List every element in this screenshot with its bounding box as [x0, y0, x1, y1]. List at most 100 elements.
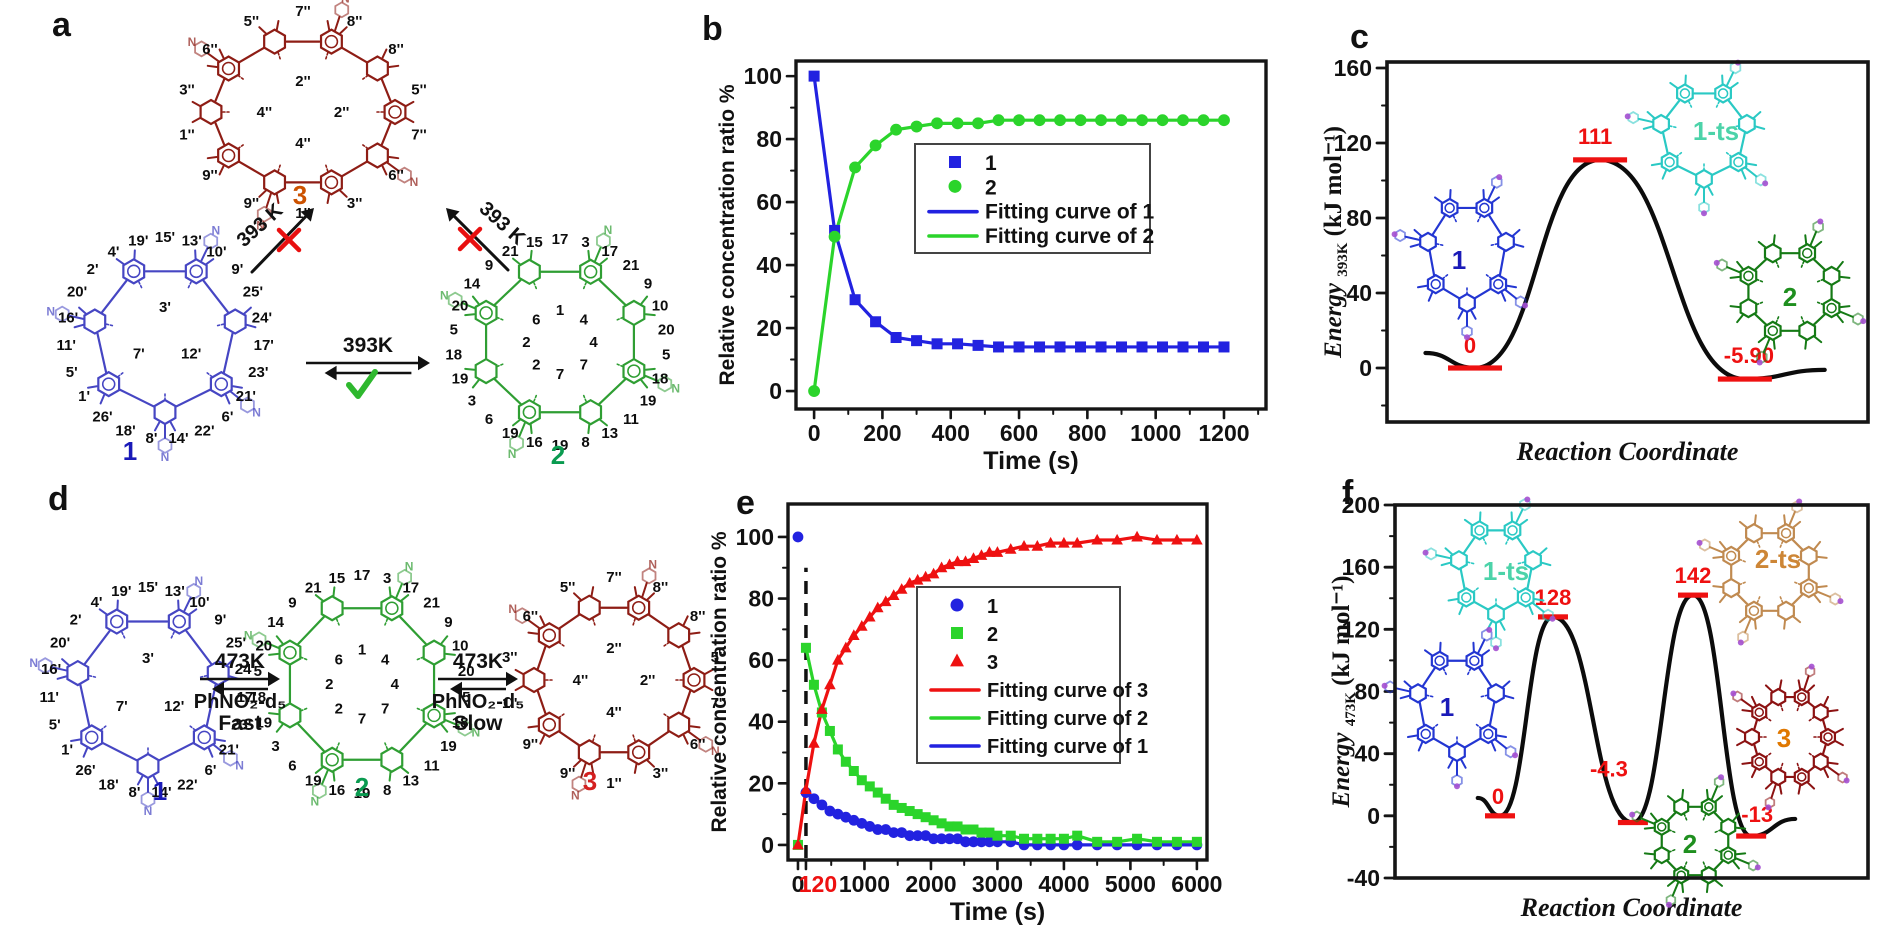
nitrogen-atom-label: N: [648, 558, 657, 572]
atom-label: 18: [249, 689, 266, 706]
atom-label: 10': [206, 244, 226, 261]
x-tick-label: 1000: [839, 871, 890, 897]
atom-label: 18: [445, 346, 462, 363]
atom-label: 15: [526, 234, 543, 251]
macrocycle-structure-2: 2: [1629, 774, 1761, 908]
atom-label: 8'': [388, 41, 403, 58]
structure-number-label: 2: [1783, 282, 1797, 312]
atom-label: 2': [70, 612, 82, 629]
legend-item-label: 1: [985, 152, 997, 175]
atom-label: 3: [468, 393, 476, 410]
atom-label: 4: [580, 311, 589, 328]
nitrogen-atom-label: N: [508, 602, 517, 616]
x-tick-label: 6000: [1171, 871, 1222, 897]
atom-label: 17: [552, 231, 569, 248]
atom-label: 6: [532, 311, 540, 328]
x-tick-label: 2000: [905, 871, 956, 897]
atom-label: 10: [652, 297, 669, 314]
atom-label: 9': [214, 612, 226, 629]
energy-value-label: 0: [1492, 784, 1504, 809]
macrocycle-structure-1-ts: 1-ts: [1422, 496, 1556, 652]
atom-label: 4: [391, 676, 400, 693]
atom-label: 19: [255, 715, 272, 732]
equilibrium-temperature-label: 473K: [453, 650, 503, 673]
atom-label: 3'': [653, 765, 668, 782]
atom-label: 1': [78, 388, 90, 405]
atom-label: 6: [335, 652, 343, 669]
atom-label: 7: [381, 700, 389, 717]
y-tick-label: 40: [1346, 280, 1372, 306]
atom-label: 21: [305, 579, 322, 596]
atom-label: 3'': [347, 195, 362, 212]
atom-label: 5'': [711, 649, 726, 666]
y-tick-label: 100: [736, 524, 774, 550]
panel-b-letter: b: [702, 10, 723, 48]
atom-label: 24': [235, 661, 255, 678]
atom-label: 7: [358, 710, 366, 727]
nitrogen-atom-label: N: [410, 175, 419, 189]
atom-label: 7'': [295, 3, 310, 20]
y-tick-label: 0: [761, 832, 774, 858]
structure-number-label: 3: [583, 766, 597, 796]
atom-label: 5': [66, 364, 78, 381]
legend-item-label: Fitting curve of 1: [987, 736, 1148, 758]
nitrogen-atom-label: N: [188, 35, 197, 49]
structure-number-label: 1: [1440, 692, 1454, 722]
structure-number-label: 1: [153, 776, 167, 806]
atom-label: 9: [444, 614, 452, 631]
atom-label: 8: [383, 782, 391, 799]
atom-label: 14: [267, 614, 284, 631]
nitrogen-atom-label: N: [671, 381, 680, 395]
y-tick-label: 160: [1342, 554, 1380, 580]
atom-label: 19: [502, 425, 519, 442]
y-tick-label: 40: [756, 252, 782, 278]
atom-label: 18: [652, 371, 669, 388]
atom-label: 9'': [560, 765, 575, 782]
x-axis-title: Time (s): [950, 898, 1045, 926]
x-tick-label: 800: [1068, 420, 1106, 446]
panel-e-letter: e: [736, 484, 755, 522]
y-tick-label: 20: [748, 770, 774, 796]
atom-label: 16': [58, 309, 78, 326]
atom-label: 25': [226, 635, 246, 652]
atom-label: 19': [128, 233, 148, 250]
legend-item-label: 2: [985, 176, 997, 199]
atom-label: 16': [41, 661, 61, 678]
macrocycle-structure-2-ts: 2-ts: [1696, 498, 1844, 646]
legend-item-label: 1: [987, 596, 998, 618]
atom-label: 10': [189, 594, 209, 611]
atom-label: 19: [552, 437, 569, 454]
structure-number-label: 1-ts: [1693, 116, 1739, 146]
atom-label: 2: [522, 334, 530, 351]
nitrogen-atom-label: N: [252, 405, 261, 419]
energy-value-label: 128: [1535, 585, 1572, 610]
atom-label: 3: [383, 570, 391, 587]
atom-label: 21: [623, 257, 640, 274]
atom-label: 4'': [606, 704, 621, 721]
y-tick-label: 40: [1354, 741, 1380, 767]
atom-label: 5': [49, 716, 61, 733]
nitrogen-atom-label: N: [440, 289, 449, 303]
y-tick-label: 0: [1367, 803, 1380, 829]
atom-label: 3': [159, 299, 171, 316]
atom-label: 22': [194, 423, 214, 440]
atom-label: 7: [556, 366, 564, 383]
atom-label: 21: [423, 594, 440, 611]
atom-label: 20: [452, 297, 469, 314]
atom-label: 11: [424, 758, 440, 775]
atom-label: 3'': [179, 82, 194, 99]
nitrogen-atom-label: N: [405, 559, 414, 573]
macrocycle-structure-1-ts: 1-ts: [1624, 59, 1769, 217]
legend-item-label: 2: [987, 624, 998, 646]
atom-label: 7': [116, 698, 128, 715]
plot-axes: 0 40 80 120 160 Energy 393K (kJ mol⁻¹) Reactio…: [1320, 55, 1738, 466]
panel-f-letter: f: [1342, 474, 1354, 512]
atom-label: 17: [601, 243, 618, 260]
